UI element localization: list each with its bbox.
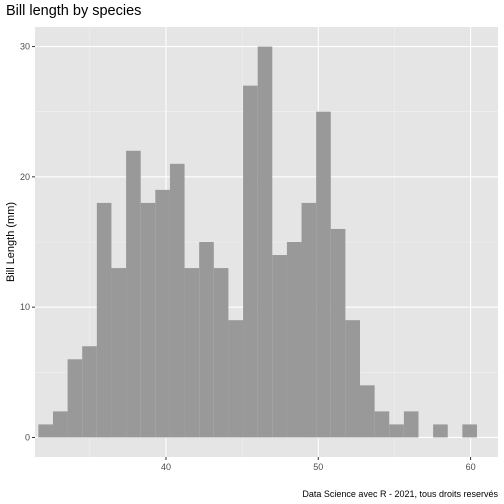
histogram-bar [389,424,404,437]
y-axis-tick-labels: 0 10 20 30 [20,42,30,443]
x-tick-label: 50 [313,462,323,472]
histogram-bar [228,320,243,437]
histogram-bar [214,268,229,437]
histogram-bar [287,242,302,437]
histogram-bar [199,242,214,437]
y-tick-label: 20 [20,172,30,182]
histogram-bar [243,86,258,438]
y-tick-label: 30 [20,42,30,52]
histogram-bar [111,268,126,437]
chart-caption: Data Science avec R - 2021, tous droits … [302,489,498,499]
histogram-bar [53,411,68,437]
y-axis-title: Bill Length (mm) [5,202,17,282]
histogram-bar [272,255,287,437]
histogram-bar [345,320,360,437]
histogram-bar [97,203,112,438]
histogram-bar [185,268,200,437]
histogram-bar [38,424,53,437]
x-tick-label: 60 [466,462,476,472]
x-axis-tick-labels: 40 50 60 [161,462,476,472]
histogram-bar [258,47,273,438]
x-tick-label: 40 [161,462,171,472]
histogram-bar [331,229,346,437]
histogram-bar [360,385,375,437]
y-tick-label: 0 [25,432,30,442]
histogram-bar [404,411,419,437]
histogram-bar [375,411,390,437]
histogram-bar [433,424,448,437]
histogram-bar [155,190,170,438]
chart-title: Bill length by species [6,3,141,19]
histogram-bar [141,203,156,438]
histogram-bar [68,359,83,437]
histogram-bar [82,346,97,437]
histogram-bar [302,203,317,438]
histogram-bar [462,424,477,437]
histogram-bar [170,164,185,438]
histogram-bar [316,112,331,438]
y-tick-label: 10 [20,302,30,312]
histogram-bar [126,151,141,438]
